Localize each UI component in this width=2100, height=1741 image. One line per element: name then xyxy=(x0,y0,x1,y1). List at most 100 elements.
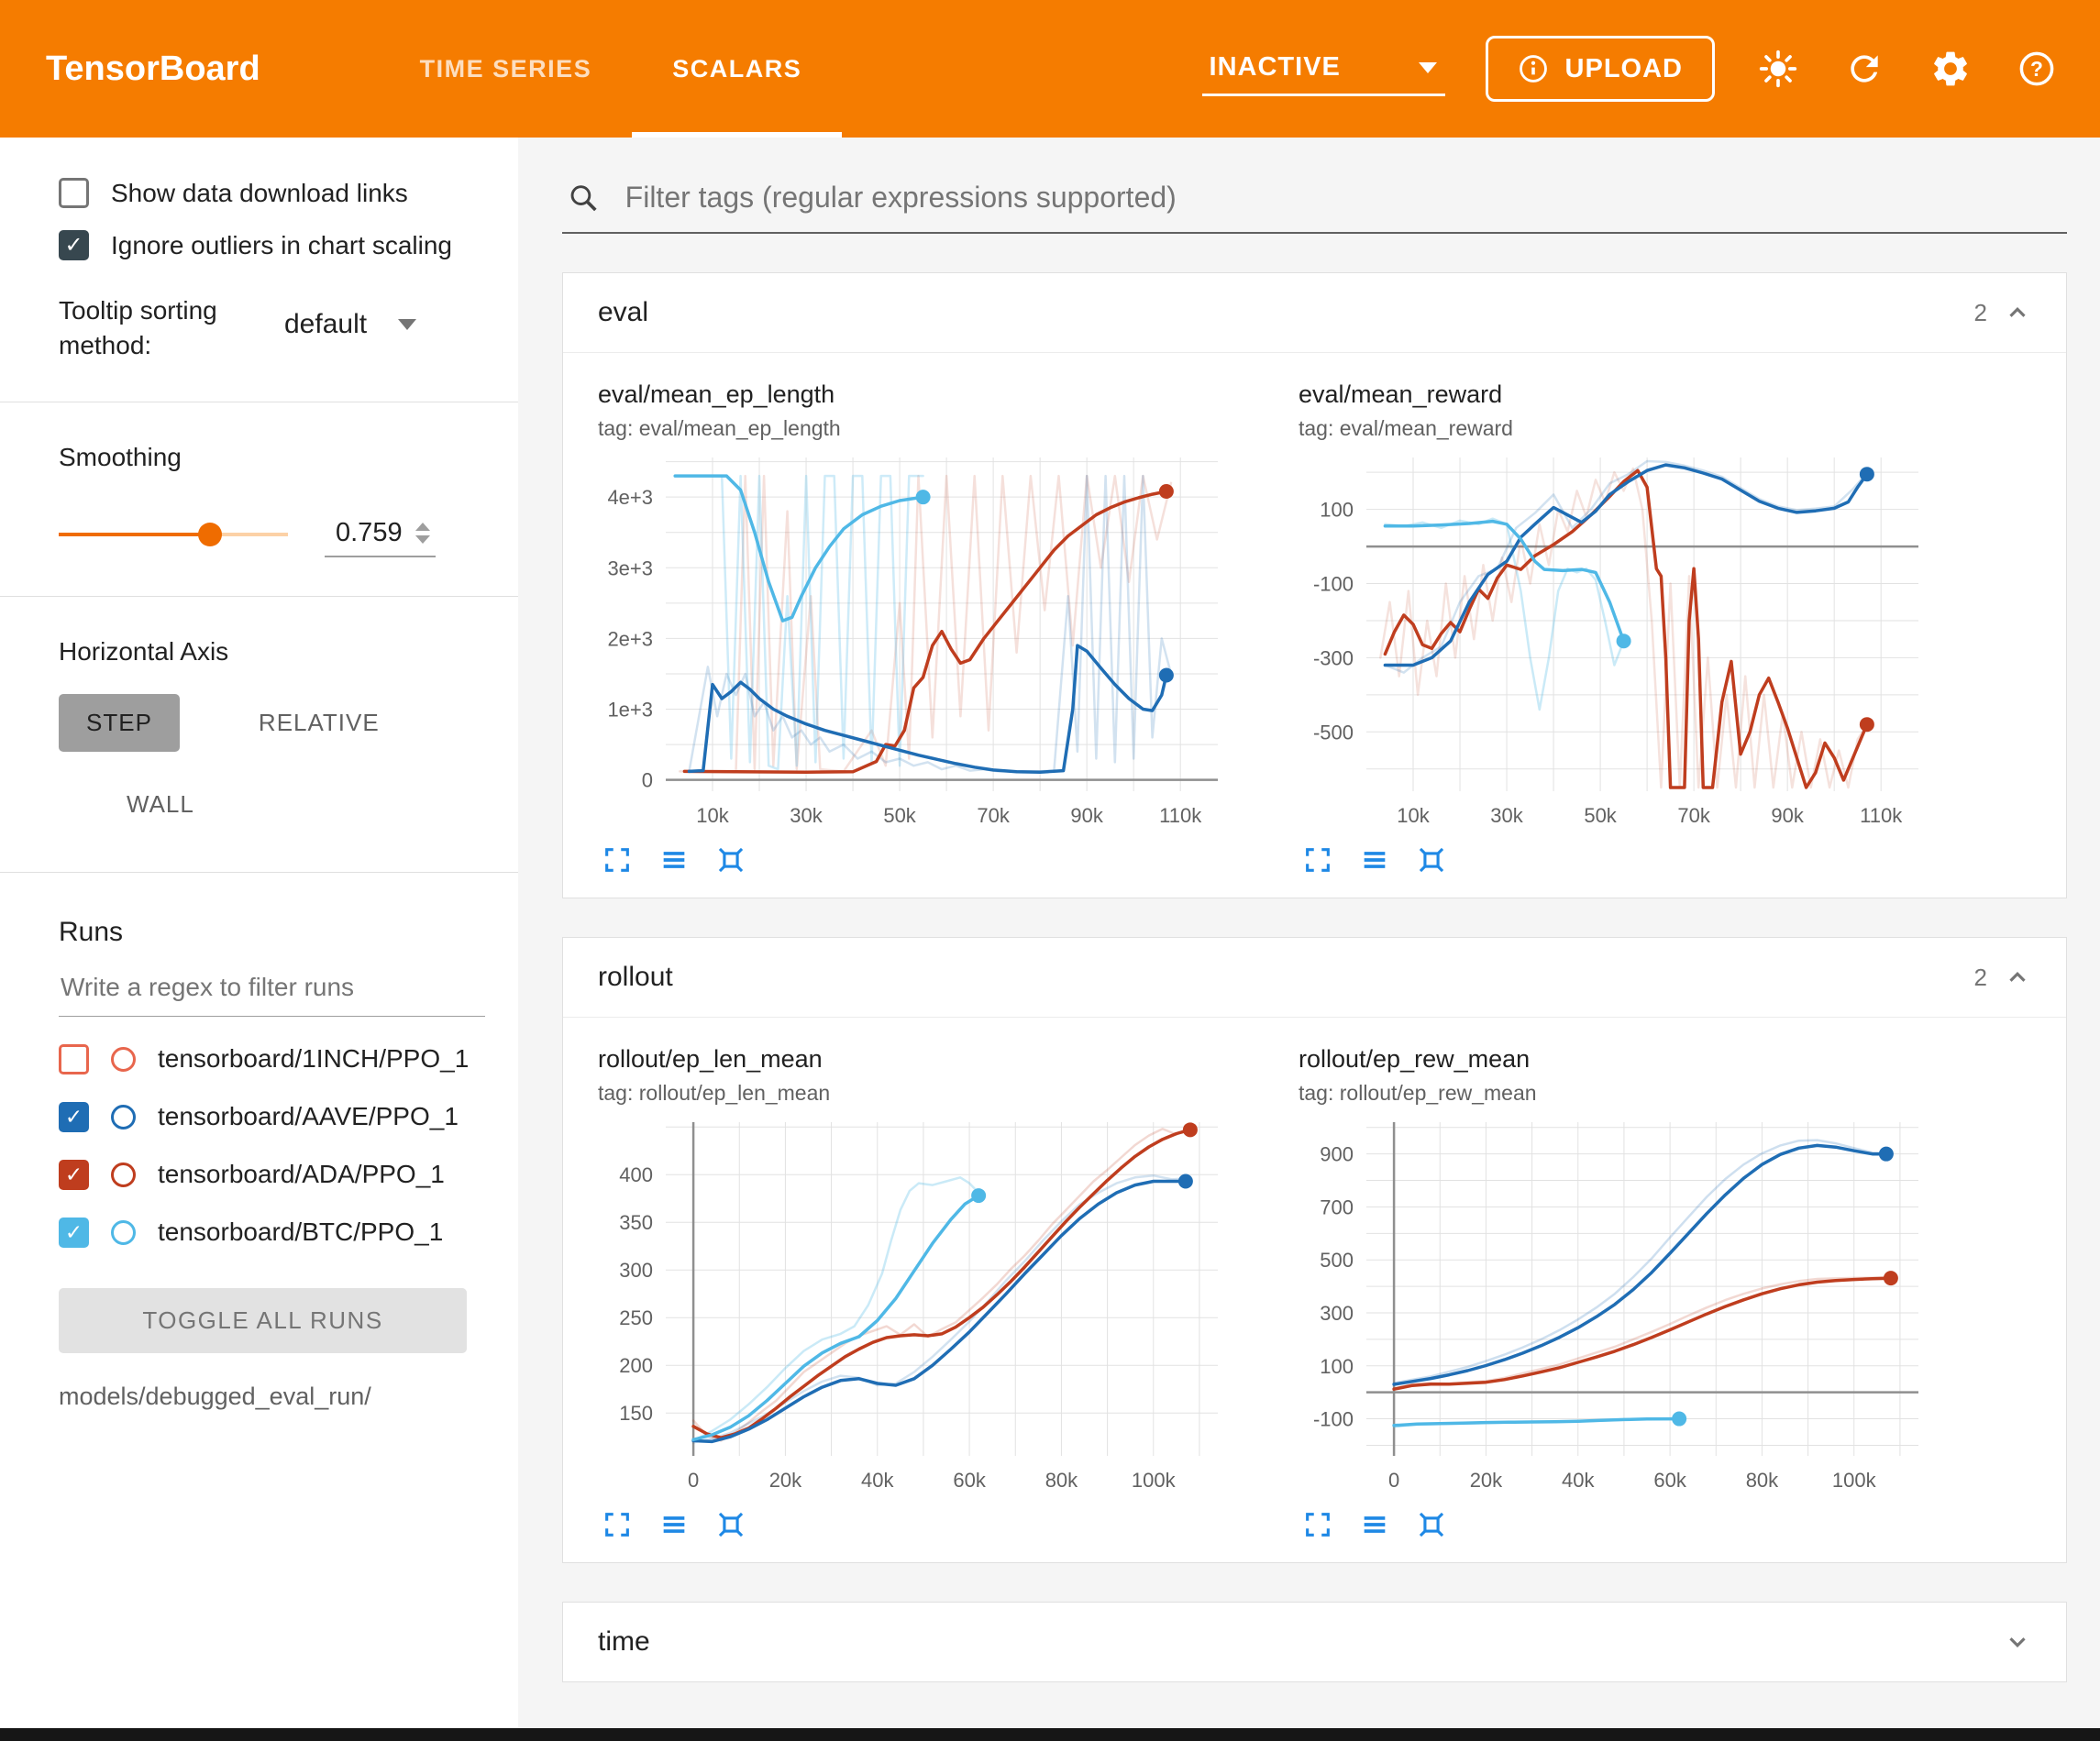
upload-button[interactable]: UPLOAD xyxy=(1485,36,1715,102)
chart-title: rollout/ep_rew_mean xyxy=(1299,1045,1531,1073)
help-button[interactable]: ? xyxy=(2014,46,2060,92)
upload-status-label: INACTIVE xyxy=(1209,52,1341,82)
chart-rollout-ep-len-mean: rollout/ep_len_mean tag: rollout/ep_len_… xyxy=(591,1045,1232,1540)
data-table-icon[interactable] xyxy=(1359,1509,1390,1540)
tooltip-sorting-dropdown[interactable]: default xyxy=(284,309,417,347)
svg-text:60k: 60k xyxy=(953,1469,986,1492)
smoothing-control: 0.759 xyxy=(59,512,485,557)
section-card-eval: eval 2 eval/mean_ep_length tag: eval/mea… xyxy=(562,272,2067,898)
run-row-1inch[interactable]: tensorboard/1INCH/PPO_1 xyxy=(59,1043,485,1074)
data-table-icon[interactable] xyxy=(658,844,690,876)
app-header: TensorBoard TIME SERIES SCALARS INACTIVE… xyxy=(0,0,2100,138)
ignore-outliers-row: ✓ Ignore outliers in chart scaling xyxy=(59,230,485,260)
run-checkbox[interactable]: ✓ xyxy=(59,1101,89,1132)
tag-filter xyxy=(562,172,2067,234)
ignore-outliers-checkbox[interactable]: ✓ xyxy=(59,230,89,260)
chart-eval-mean-reward: eval/mean_reward tag: eval/mean_reward 1… xyxy=(1291,380,1933,876)
upload-status-dropdown[interactable]: INACTIVE xyxy=(1201,41,1445,96)
svg-text:2e+3: 2e+3 xyxy=(607,627,653,650)
chevron-down-icon xyxy=(398,318,417,330)
svg-text:20k: 20k xyxy=(1470,1469,1503,1492)
section-collapse-control[interactable] xyxy=(1987,1628,2031,1656)
chart-tag: tag: rollout/ep_rew_mean xyxy=(1299,1081,1537,1105)
refresh-button[interactable] xyxy=(1841,46,1887,92)
chart-plot[interactable]: 0 20k 40k 60k 80k 100k 150 200 250 300 350 400 xyxy=(591,1113,1232,1498)
chart-plot[interactable]: 10k 30k 50k 70k 90k 110k 0 1e+3 2e+3 3e+3 4e+3 xyxy=(591,448,1232,833)
brightness-toggle-button[interactable] xyxy=(1755,46,1801,92)
svg-text:-500: -500 xyxy=(1313,721,1354,744)
chevron-down-icon xyxy=(2009,1637,2026,1647)
svg-text:300: 300 xyxy=(1320,1302,1354,1325)
fit-data-icon[interactable] xyxy=(715,844,746,876)
svg-text:400: 400 xyxy=(619,1163,653,1186)
expand-chart-icon[interactable] xyxy=(1302,844,1333,876)
run-row-btc[interactable]: ✓ tensorboard/BTC/PPO_1 xyxy=(59,1217,485,1248)
settings-button[interactable] xyxy=(1928,46,1973,92)
svg-text:10k: 10k xyxy=(1397,804,1430,827)
data-table-icon[interactable] xyxy=(1359,844,1390,876)
show-download-links-checkbox[interactable] xyxy=(59,178,89,208)
smoothing-label: Smoothing xyxy=(59,442,182,471)
axis-option-wall[interactable]: WALL xyxy=(127,789,194,818)
tag-filter-input[interactable] xyxy=(623,180,2061,215)
ignore-outliers-label: Ignore outliers in chart scaling xyxy=(111,230,452,259)
run-checkbox[interactable]: ✓ xyxy=(59,1159,89,1190)
expand-chart-icon[interactable] xyxy=(602,844,633,876)
data-table-icon[interactable] xyxy=(658,1509,690,1540)
horizontal-axis-label: Horizontal Axis xyxy=(59,636,229,666)
fit-data-icon[interactable] xyxy=(1416,1509,1447,1540)
svg-text:80k: 80k xyxy=(1746,1469,1779,1492)
svg-text:-300: -300 xyxy=(1313,646,1354,669)
smoothing-stepper[interactable] xyxy=(414,522,430,544)
stepper-down-icon[interactable] xyxy=(414,534,430,544)
run-row-ada[interactable]: ✓ tensorboard/ADA/PPO_1 xyxy=(59,1159,485,1190)
section-collapse-control[interactable]: 2 xyxy=(1974,299,2031,327)
runs-filter-input[interactable] xyxy=(59,971,485,1003)
svg-text:0: 0 xyxy=(1388,1469,1399,1492)
section-header-eval[interactable]: eval 2 xyxy=(563,273,2066,352)
app-body: Show data download links ✓ Ignore outlie… xyxy=(0,138,2100,1741)
chart-title: rollout/ep_len_mean xyxy=(598,1045,823,1073)
smoothing-slider[interactable] xyxy=(59,523,288,547)
svg-text:50k: 50k xyxy=(1584,804,1617,827)
info-icon xyxy=(1519,55,1547,83)
stepper-up-icon[interactable] xyxy=(414,522,430,531)
section-count: 2 xyxy=(1973,963,1987,991)
svg-text:-100: -100 xyxy=(1313,573,1354,596)
run-label: tensorboard/BTC/PPO_1 xyxy=(158,1218,444,1247)
expand-chart-icon[interactable] xyxy=(1302,1509,1333,1540)
svg-text:700: 700 xyxy=(1320,1196,1354,1218)
expand-chart-icon[interactable] xyxy=(602,1509,633,1540)
chart-title: eval/mean_reward xyxy=(1299,380,1503,408)
smoothing-value-input[interactable]: 0.759 xyxy=(325,512,436,557)
chart-plot[interactable]: 0 20k 40k 60k 80k 100k -100 100 300 500 700 900 xyxy=(1291,1113,1933,1498)
section-header-rollout[interactable]: rollout 2 xyxy=(563,938,2066,1017)
chevron-down-icon xyxy=(1418,61,1437,73)
settings-sidebar: Show data download links ✓ Ignore outlie… xyxy=(0,138,518,1741)
chart-toolbar xyxy=(602,1509,1232,1540)
section-title: rollout xyxy=(598,962,673,992)
tab-time-series[interactable]: TIME SERIES xyxy=(380,0,633,138)
smoothing-slider-knob[interactable] xyxy=(198,523,222,547)
run-checkbox[interactable] xyxy=(59,1043,89,1074)
svg-text:70k: 70k xyxy=(1677,804,1710,827)
chart-plot[interactable]: 10k 30k 50k 70k 90k 110k -500 -300 -100 100 xyxy=(1291,448,1933,833)
tab-scalars[interactable]: SCALARS xyxy=(632,0,843,138)
fit-data-icon[interactable] xyxy=(715,1509,746,1540)
axis-option-relative[interactable]: RELATIVE xyxy=(258,708,380,736)
svg-text:?: ? xyxy=(2030,57,2043,81)
app-title: TensorBoard xyxy=(46,49,260,88)
runs-label: Runs xyxy=(59,916,124,947)
toggle-all-runs-button[interactable]: TOGGLE ALL RUNS xyxy=(59,1287,467,1353)
svg-text:150: 150 xyxy=(619,1402,653,1425)
section-collapse-control[interactable]: 2 xyxy=(1974,964,2031,992)
fit-data-icon[interactable] xyxy=(1416,844,1447,876)
section-header-time[interactable]: time xyxy=(563,1603,2066,1681)
run-color-swatch xyxy=(111,1104,136,1129)
run-row-aave[interactable]: ✓ tensorboard/AAVE/PPO_1 xyxy=(59,1101,485,1132)
svg-text:1e+3: 1e+3 xyxy=(607,699,653,722)
svg-text:70k: 70k xyxy=(977,804,1010,827)
axis-option-step[interactable]: STEP xyxy=(59,693,180,752)
run-checkbox[interactable]: ✓ xyxy=(59,1217,89,1248)
dashboard-main: eval 2 eval/mean_ep_length tag: eval/mea… xyxy=(518,138,2100,1741)
